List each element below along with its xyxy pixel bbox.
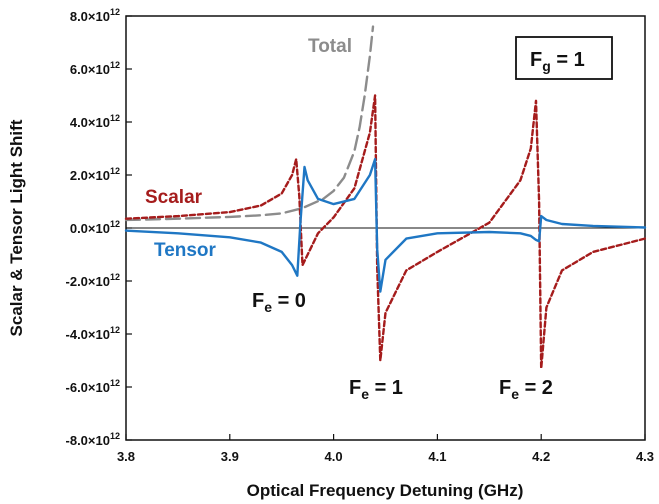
series-scalar-line — [124, 94, 647, 370]
y-tick-label: 2.0×1012 — [70, 166, 120, 183]
x-tick-label: 4.2 — [532, 449, 550, 464]
svg-text:Fe = 0: Fe = 0 — [252, 290, 306, 315]
y-tick-label: -8.0×1012 — [66, 431, 120, 448]
x-tick-label: 3.8 — [117, 449, 135, 464]
svg-text:Fe = 1: Fe = 1 — [349, 377, 403, 402]
series-tensor-line — [124, 157, 647, 293]
total-label: Total — [308, 36, 352, 57]
fe2-label-bg — [494, 368, 580, 400]
y-tick-label: -2.0×1012 — [66, 272, 120, 289]
y-tick-label: -6.0×1012 — [66, 378, 120, 395]
x-tick-label: 3.9 — [221, 449, 239, 464]
tensor-label: Tensor — [154, 240, 217, 261]
x-axis-title: Optical Frequency Detuning (GHz) — [247, 481, 524, 500]
fg-box: Fg = 1 — [515, 36, 613, 80]
x-tick-label: 4.3 — [636, 449, 654, 464]
y-axis-ticks: -8.0×1012 -6.0×1012 -4.0×1012 -2.0×1012 0.0×… — [66, 7, 132, 448]
fg-box-frame — [515, 36, 613, 80]
y-tick-label: 6.0×1012 — [70, 60, 120, 77]
series-total-line — [124, 25, 375, 222]
svg-text:Fe = 2: Fe = 2 — [499, 377, 553, 402]
y-tick-label: -4.0×1012 — [66, 325, 120, 342]
x-tick-label: 4.1 — [428, 449, 446, 464]
y-axis-title: Scalar & Tensor Light Shift — [7, 119, 26, 336]
fe1-label-bg — [344, 368, 430, 400]
series-layer — [124, 25, 647, 370]
fe1-label: Fe = 1 — [349, 377, 403, 402]
x-axis-ticks: 3.8 3.9 4.0 4.1 4.2 4.3 — [117, 434, 654, 464]
svg-text:Fg = 1: Fg = 1 — [530, 49, 585, 74]
y-tick-label: 8.0×1012 — [70, 7, 120, 24]
fe2-label: Fe = 2 — [499, 377, 553, 402]
scalar-label: Scalar — [145, 187, 203, 208]
y-tick-label: 0.0×1012 — [70, 219, 120, 236]
y-tick-label: 4.0×1012 — [70, 113, 120, 130]
fe0-label: Fe = 0 — [252, 290, 306, 315]
x-tick-label: 4.0 — [325, 449, 343, 464]
